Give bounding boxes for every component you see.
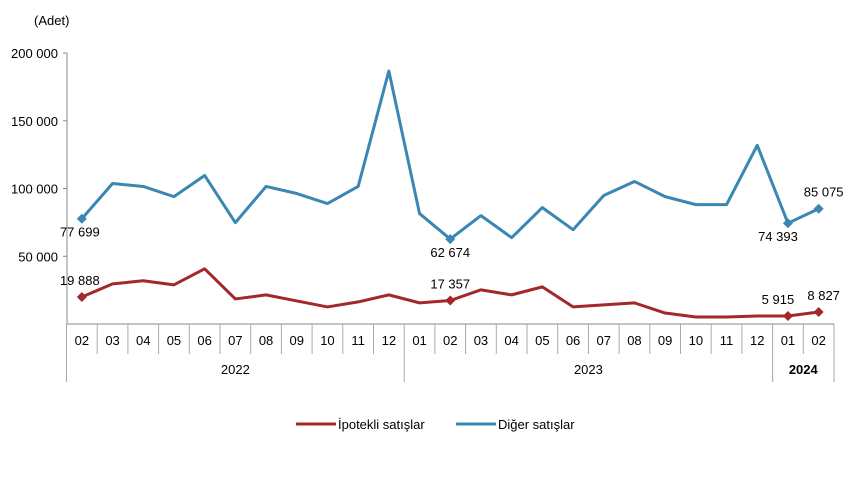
x-tick-label: 02: [75, 333, 89, 348]
data-label: 17 357: [430, 276, 470, 291]
x-tick-label: 02: [443, 333, 457, 348]
year-label: 2022: [221, 362, 250, 377]
x-tick-label: 12: [750, 333, 764, 348]
y-tick-label: 50 000: [18, 249, 58, 264]
x-tick-label: 11: [351, 333, 365, 348]
x-tick-label: 05: [535, 333, 549, 348]
legend-label: İpotekli satışlar: [338, 417, 425, 432]
data-point-marker: [445, 295, 456, 306]
data-label: 19 888: [60, 273, 100, 288]
x-tick-label: 06: [566, 333, 580, 348]
legend-label: Diğer satışlar: [498, 417, 575, 432]
data-point-marker: [76, 213, 87, 224]
x-tick-label: 04: [504, 333, 518, 348]
x-tick-label: 07: [597, 333, 611, 348]
x-tick-label: 09: [658, 333, 672, 348]
x-tick-label: 06: [197, 333, 211, 348]
x-tick-label: 08: [259, 333, 273, 348]
y-tick-label: 150 000: [11, 114, 58, 129]
data-point-marker: [76, 292, 87, 303]
unit-label: (Adet): [34, 13, 69, 28]
year-label: 2024: [789, 362, 819, 377]
x-tick-label: 02: [811, 333, 825, 348]
x-tick-label: 08: [627, 333, 641, 348]
series-line-diger: [80, 69, 820, 241]
year-label: 2023: [574, 362, 603, 377]
x-tick-label: 01: [781, 333, 795, 348]
data-point-marker: [782, 310, 793, 321]
x-tick-label: 07: [228, 333, 242, 348]
x-tick-label: 09: [290, 333, 304, 348]
x-tick-label: 10: [689, 333, 703, 348]
data-label: 5 915: [762, 292, 795, 307]
data-label: 74 393: [758, 229, 798, 244]
data-point-marker: [813, 307, 824, 318]
data-label: 85 075: [804, 185, 844, 200]
x-tick-label: 01: [412, 333, 426, 348]
x-tick-label: 05: [167, 333, 181, 348]
x-tick-label: 11: [720, 333, 734, 348]
x-tick-label: 04: [136, 333, 150, 348]
x-tick-label: 12: [382, 333, 396, 348]
data-point-marker: [445, 234, 456, 245]
y-tick-label: 100 000: [11, 182, 58, 197]
data-point-marker: [813, 203, 824, 214]
y-tick-label: 200 000: [11, 46, 58, 61]
data-label: 62 674: [430, 245, 470, 260]
data-point-marker: [782, 218, 793, 229]
x-tick-label: 03: [474, 333, 488, 348]
x-tick-label: 10: [320, 333, 334, 348]
x-tick-label: 03: [105, 333, 119, 348]
data-label: 77 699: [60, 225, 100, 240]
data-label: 8 827: [807, 288, 840, 303]
